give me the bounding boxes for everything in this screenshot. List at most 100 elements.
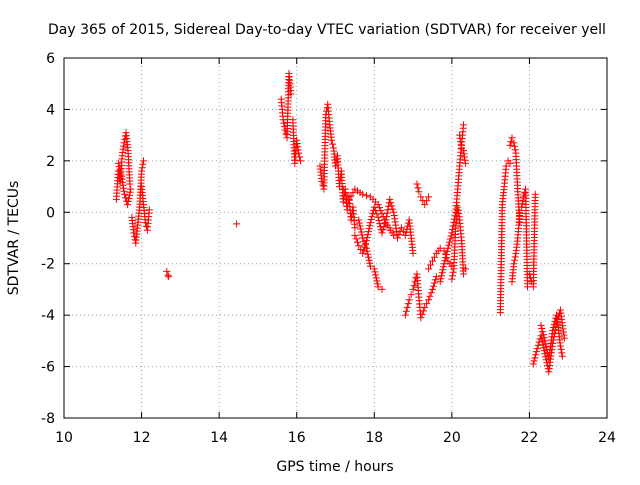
data-point — [414, 184, 422, 192]
data-point — [449, 272, 457, 280]
data-point — [413, 180, 421, 188]
x-tick-label: 12 — [133, 430, 151, 446]
data-point — [534, 341, 542, 349]
data-point — [444, 244, 452, 252]
data-point — [530, 357, 538, 365]
data-point — [125, 194, 133, 202]
y-tick-label: 2 — [46, 154, 55, 170]
data-point — [461, 265, 469, 273]
data-point — [516, 208, 524, 216]
data-point — [436, 244, 444, 252]
data-point — [119, 181, 127, 189]
data-point — [560, 334, 568, 342]
data-point — [374, 280, 382, 288]
y-tick-label: -6 — [41, 360, 55, 376]
data-point — [511, 256, 519, 264]
plot-frame — [63, 57, 608, 419]
data-point — [363, 244, 371, 252]
data-point — [421, 201, 429, 209]
data-point — [511, 146, 519, 154]
data-point — [140, 157, 148, 165]
data-point — [448, 229, 456, 237]
data-point — [126, 180, 134, 188]
data-point — [379, 213, 387, 221]
data-point — [364, 228, 372, 236]
y-tick-label: -8 — [41, 411, 55, 427]
data-point — [429, 282, 437, 290]
data-point — [397, 224, 405, 232]
data-point — [404, 300, 412, 308]
data-point — [366, 222, 374, 230]
data-point — [430, 279, 438, 287]
data-point — [511, 253, 519, 261]
y-tick-label: 6 — [46, 51, 55, 67]
data-point — [359, 234, 367, 242]
data-point — [410, 282, 418, 290]
data-point — [378, 285, 386, 293]
data-point — [415, 188, 423, 196]
data-point — [403, 303, 411, 311]
data-point — [427, 261, 435, 269]
data-point — [418, 310, 426, 318]
data-point — [558, 352, 566, 360]
data-point — [386, 195, 394, 203]
data-point — [388, 202, 396, 210]
data-point — [541, 337, 549, 345]
data-point — [537, 321, 545, 329]
data-point — [363, 247, 371, 255]
data-point — [328, 136, 336, 144]
data-point — [358, 231, 366, 239]
data-point — [117, 169, 125, 177]
data-point — [375, 217, 383, 225]
x-tick-label: 20 — [443, 430, 461, 446]
data-point — [296, 153, 304, 161]
data-point — [557, 345, 565, 353]
data-point — [368, 212, 376, 220]
data-point — [423, 300, 431, 308]
data-point — [139, 160, 147, 168]
data-point — [442, 250, 450, 258]
data-point — [366, 262, 374, 270]
data-point — [124, 201, 132, 209]
data-point — [401, 311, 409, 319]
data-point — [510, 139, 518, 147]
data-point — [124, 197, 132, 205]
data-point — [438, 272, 446, 280]
data-point — [121, 190, 129, 198]
data-point — [366, 219, 374, 227]
data-point — [436, 278, 444, 286]
data-point — [405, 296, 413, 304]
data-point — [510, 260, 518, 268]
data-point — [419, 307, 427, 315]
data-point — [432, 273, 440, 281]
data-point — [533, 345, 541, 353]
data-point — [116, 166, 124, 174]
data-point — [351, 224, 359, 232]
data-point — [431, 276, 439, 284]
data-point — [459, 121, 467, 129]
data-point — [428, 285, 436, 293]
data-point — [120, 139, 128, 147]
y-tick-label: 4 — [46, 102, 55, 118]
data-point — [374, 213, 382, 221]
data-point — [380, 222, 388, 230]
data-point — [372, 274, 380, 282]
data-point — [421, 303, 429, 311]
data-point — [384, 206, 392, 214]
y-tick-label: -2 — [41, 257, 55, 273]
data-point — [439, 266, 447, 274]
data-point — [355, 219, 363, 227]
data-point — [130, 229, 138, 237]
x-axis-label: GPS time / hours — [276, 459, 393, 475]
data-point — [378, 229, 386, 237]
data-point — [425, 296, 433, 304]
data-point — [357, 246, 365, 254]
data-point — [394, 234, 402, 242]
data-point — [439, 263, 447, 271]
data-point — [349, 189, 357, 197]
data-point — [402, 307, 410, 315]
x-tick-label: 18 — [365, 430, 383, 446]
data-point — [115, 163, 123, 171]
data-point — [145, 206, 153, 214]
